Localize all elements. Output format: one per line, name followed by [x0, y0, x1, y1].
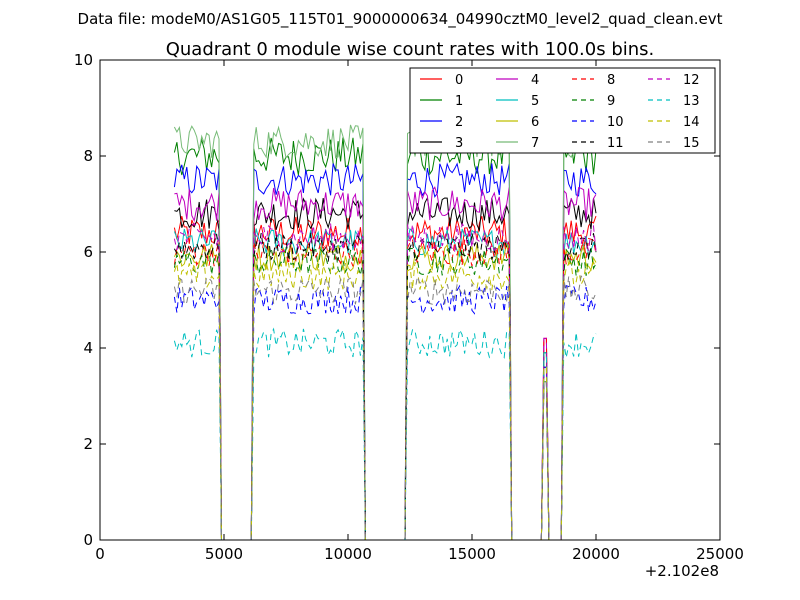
y-tick-label: 0 [83, 531, 93, 549]
x-tick-label: 10000 [324, 545, 372, 563]
series-line-14 [173, 260, 597, 541]
x-tick-label: 20000 [572, 545, 620, 563]
legend-label-13: 13 [683, 94, 700, 109]
legend-label-14: 14 [683, 115, 700, 130]
legend-label-10: 10 [607, 115, 624, 130]
y-tick-label: 4 [83, 339, 93, 357]
legend-label-5: 5 [531, 94, 539, 109]
legend-label-9: 9 [607, 94, 615, 109]
legend-label-3: 3 [455, 136, 463, 151]
series-line-12 [173, 222, 597, 541]
series-line-3 [174, 196, 597, 541]
series-lines [173, 124, 597, 541]
series-line-1 [173, 136, 597, 541]
legend-label-6: 6 [531, 115, 539, 130]
series-line-0 [173, 215, 597, 541]
series-line-11 [173, 232, 597, 541]
legend-label-0: 0 [455, 73, 463, 88]
legend-label-11: 11 [607, 136, 624, 151]
series-line-5 [173, 227, 597, 541]
chart-title: Quadrant 0 module wise count rates with … [166, 39, 655, 60]
series-line-8 [173, 236, 597, 541]
x-tick-label: 0 [95, 545, 105, 563]
series-line-2 [173, 162, 597, 541]
series-line-6 [173, 242, 597, 541]
legend-label-12: 12 [683, 73, 700, 88]
series-line-9 [173, 246, 597, 541]
x-offset-label: +2.102e8 [645, 562, 719, 580]
legend-label-1: 1 [455, 94, 463, 109]
legend-box [409, 67, 716, 154]
plot-frame [99, 59, 721, 541]
chart-suptitle: Data file: modeM0/AS1G05_115T01_90000006… [78, 10, 723, 29]
x-tick-label: 5000 [205, 545, 243, 563]
x-tick-label: 25000 [696, 545, 744, 563]
series-line-7 [173, 124, 597, 541]
y-tick-label: 10 [74, 51, 93, 69]
series-line-4 [174, 186, 597, 541]
y-tick-label: 2 [83, 435, 93, 453]
x-tick-label: 15000 [448, 545, 496, 563]
series-line-13 [173, 327, 597, 541]
legend-label-7: 7 [531, 136, 539, 151]
legend-label-15: 15 [683, 136, 700, 151]
series-line-10 [173, 284, 597, 541]
legend-label-8: 8 [607, 73, 615, 88]
y-tick-label: 6 [83, 243, 93, 261]
legend-label-4: 4 [531, 73, 539, 88]
legend-label-2: 2 [455, 115, 463, 130]
y-tick-label: 8 [83, 147, 93, 165]
series-line-15 [173, 274, 597, 541]
